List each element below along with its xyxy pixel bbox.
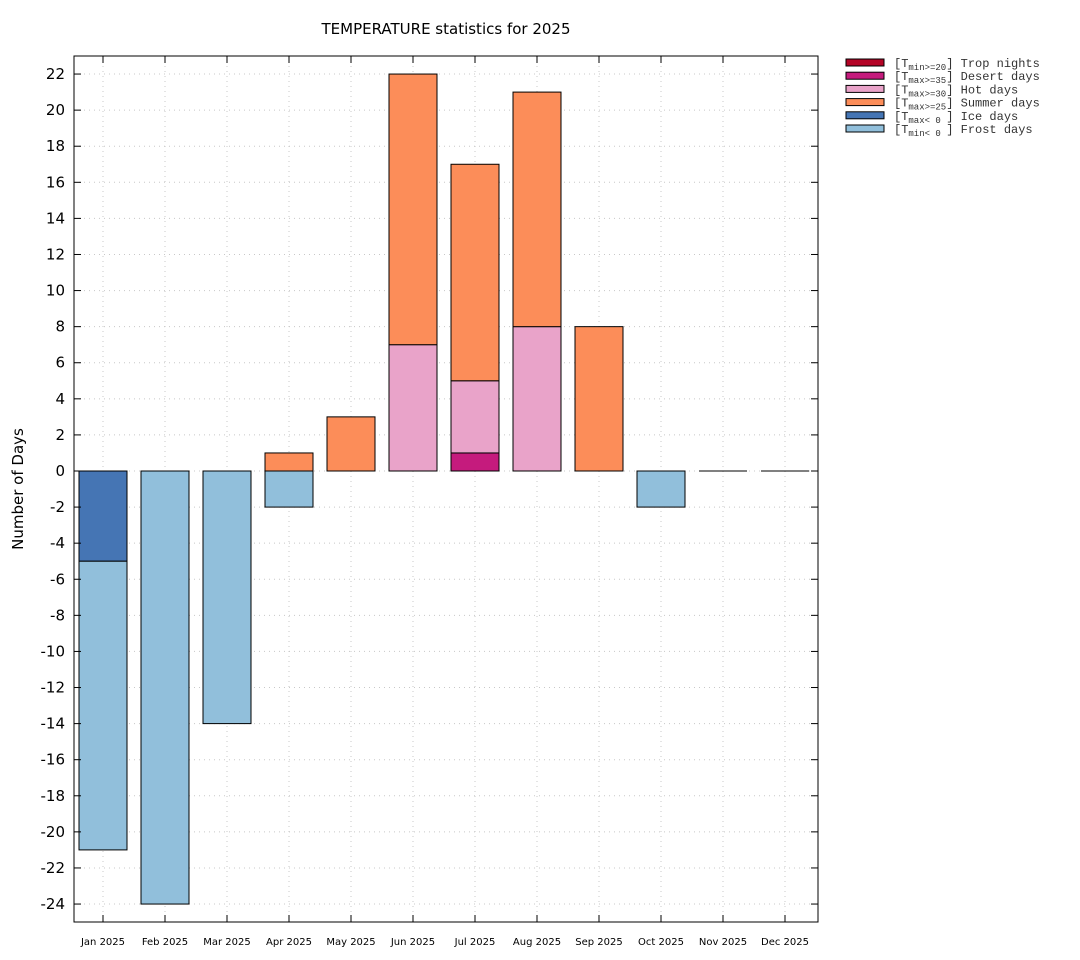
y-tick-label: -4 bbox=[50, 534, 65, 552]
legend: [Tmin>=20] Trop nights[Tmax>=35] Desert … bbox=[845, 57, 1040, 139]
bar-frost-days bbox=[636, 470, 686, 508]
y-tick-label: -24 bbox=[41, 895, 66, 913]
bar-summer-days bbox=[450, 163, 500, 382]
bar-hot-days bbox=[512, 326, 562, 472]
bar-frost-days bbox=[78, 560, 128, 851]
legend-label: [Tmax>=35] Desert days bbox=[894, 70, 1040, 86]
y-tick-label: 4 bbox=[55, 390, 65, 408]
axis-layer: 2220181614121086420-2-4-6-8-10-12-14-16-… bbox=[41, 56, 818, 948]
legend-label: [Tmin>=20] Trop nights bbox=[894, 57, 1040, 73]
y-tick-label: -10 bbox=[41, 642, 66, 660]
y-tick-label: -20 bbox=[41, 823, 66, 841]
bar-summer-days bbox=[388, 73, 438, 346]
bar-hot-days bbox=[388, 344, 438, 472]
legend-swatch bbox=[845, 98, 885, 107]
y-tick-label: -2 bbox=[50, 498, 65, 516]
y-tick-label: -6 bbox=[50, 570, 65, 588]
bar-frost-days bbox=[264, 470, 314, 508]
x-tick-label: May 2025 bbox=[326, 937, 375, 948]
x-tick-label: Feb 2025 bbox=[142, 937, 188, 948]
legend-swatch bbox=[845, 124, 885, 133]
x-tick-label: Jul 2025 bbox=[454, 937, 496, 948]
bars-layer bbox=[78, 73, 809, 905]
y-tick-label: -16 bbox=[41, 751, 66, 769]
y-tick-label: 20 bbox=[46, 101, 65, 119]
legend-label: [Tmin< 0 ] Frost days bbox=[894, 123, 1033, 139]
x-tick-label: Aug 2025 bbox=[513, 937, 561, 948]
y-axis-label: Number of Days bbox=[9, 428, 27, 550]
bar-summer-days bbox=[512, 91, 562, 328]
y-tick-label: -8 bbox=[50, 606, 65, 624]
x-tick-label: Apr 2025 bbox=[266, 937, 312, 948]
legend-label: [Tmax>=30] Hot days bbox=[894, 83, 1018, 99]
y-tick-label: 16 bbox=[46, 173, 65, 191]
bar-desert-days bbox=[450, 452, 500, 472]
legend-label: [Tmax>=25] Summer days bbox=[894, 97, 1040, 113]
x-tick-label: Jan 2025 bbox=[80, 937, 125, 948]
grid-layer bbox=[74, 56, 818, 922]
y-tick-label: 6 bbox=[55, 354, 65, 372]
y-tick-label: 2 bbox=[55, 426, 65, 444]
y-tick-label: 22 bbox=[46, 65, 65, 83]
bar-summer-days bbox=[574, 326, 624, 472]
y-tick-label: 10 bbox=[46, 282, 65, 300]
bar-summer-days bbox=[326, 416, 376, 472]
plot-frame bbox=[73, 55, 819, 923]
y-tick-label: -12 bbox=[41, 679, 66, 697]
x-tick-label: Dec 2025 bbox=[761, 937, 809, 948]
bar-frost-days bbox=[140, 470, 190, 905]
bar-frost-days bbox=[202, 470, 252, 725]
y-tick-label: 18 bbox=[46, 137, 65, 155]
bar-hot-days bbox=[450, 380, 500, 454]
legend-swatch bbox=[845, 71, 885, 80]
chart-title: TEMPERATURE statistics for 2025 bbox=[320, 20, 570, 38]
legend-swatch bbox=[845, 84, 885, 93]
x-tick-label: Sep 2025 bbox=[575, 937, 622, 948]
y-tick-label: 8 bbox=[55, 318, 65, 336]
legend-swatch bbox=[845, 111, 885, 120]
bar-summer-days bbox=[264, 452, 314, 472]
legend-label: [Tmax< 0 ] Ice days bbox=[894, 110, 1018, 126]
y-tick-label: -18 bbox=[41, 787, 66, 805]
y-tick-label: -22 bbox=[41, 859, 66, 877]
bar-ice-days bbox=[78, 470, 128, 562]
y-tick-label: 14 bbox=[46, 209, 65, 227]
x-tick-label: Oct 2025 bbox=[638, 937, 684, 948]
legend-swatch bbox=[845, 58, 885, 67]
y-tick-label: 0 bbox=[55, 462, 65, 480]
y-tick-label: 12 bbox=[46, 245, 65, 263]
x-tick-label: Jun 2025 bbox=[390, 937, 435, 948]
y-tick-label: -14 bbox=[41, 715, 66, 733]
x-tick-label: Mar 2025 bbox=[203, 937, 251, 948]
x-tick-label: Nov 2025 bbox=[699, 937, 747, 948]
